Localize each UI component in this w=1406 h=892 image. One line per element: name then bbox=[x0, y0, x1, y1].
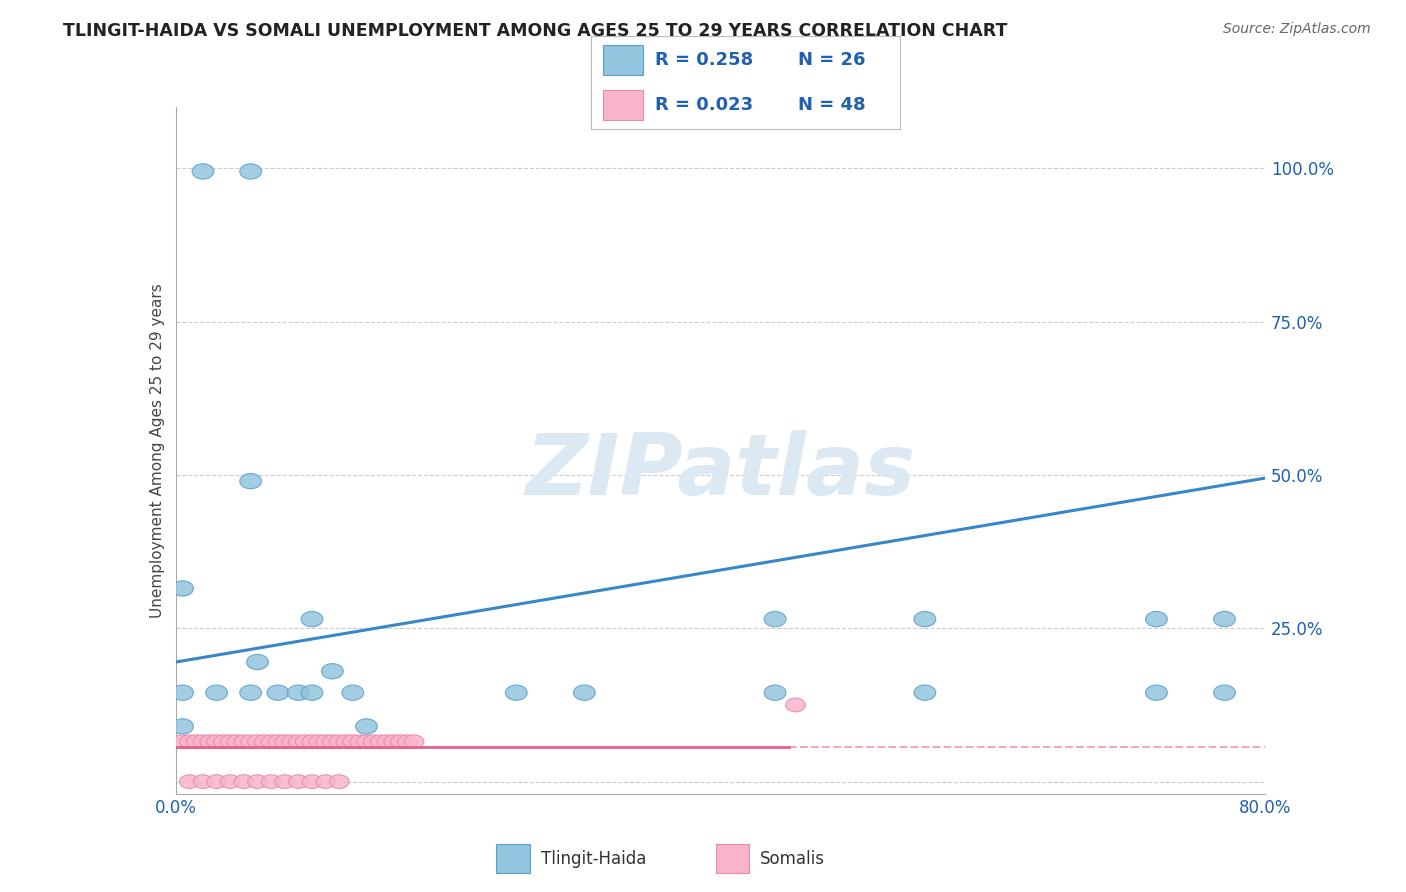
Ellipse shape bbox=[200, 735, 219, 748]
Ellipse shape bbox=[302, 775, 322, 789]
FancyBboxPatch shape bbox=[603, 45, 643, 75]
Ellipse shape bbox=[267, 685, 288, 700]
Ellipse shape bbox=[574, 685, 595, 700]
Ellipse shape bbox=[172, 581, 194, 596]
Ellipse shape bbox=[221, 775, 240, 789]
Ellipse shape bbox=[1213, 685, 1236, 700]
Ellipse shape bbox=[370, 735, 389, 748]
Ellipse shape bbox=[765, 611, 786, 627]
Ellipse shape bbox=[228, 735, 247, 748]
Ellipse shape bbox=[240, 474, 262, 489]
Ellipse shape bbox=[262, 735, 281, 748]
Ellipse shape bbox=[316, 775, 336, 789]
FancyBboxPatch shape bbox=[603, 90, 643, 120]
Ellipse shape bbox=[247, 735, 267, 748]
Ellipse shape bbox=[398, 735, 418, 748]
Text: R = 0.023: R = 0.023 bbox=[655, 95, 754, 113]
Ellipse shape bbox=[240, 164, 262, 179]
Ellipse shape bbox=[914, 611, 936, 627]
Ellipse shape bbox=[221, 735, 240, 748]
Ellipse shape bbox=[505, 685, 527, 700]
Ellipse shape bbox=[287, 685, 309, 700]
Ellipse shape bbox=[301, 685, 323, 700]
FancyBboxPatch shape bbox=[716, 844, 749, 873]
Ellipse shape bbox=[288, 735, 308, 748]
Ellipse shape bbox=[205, 685, 228, 700]
Ellipse shape bbox=[173, 735, 193, 748]
Ellipse shape bbox=[180, 735, 200, 748]
Ellipse shape bbox=[1146, 685, 1167, 700]
Text: Tlingit-Haida: Tlingit-Haida bbox=[540, 849, 645, 868]
Ellipse shape bbox=[322, 735, 342, 748]
Ellipse shape bbox=[765, 685, 786, 700]
Ellipse shape bbox=[193, 164, 214, 179]
Ellipse shape bbox=[301, 611, 323, 627]
Ellipse shape bbox=[377, 735, 396, 748]
Ellipse shape bbox=[1146, 611, 1167, 627]
Ellipse shape bbox=[350, 735, 370, 748]
Ellipse shape bbox=[214, 735, 233, 748]
Ellipse shape bbox=[207, 735, 226, 748]
Text: N = 48: N = 48 bbox=[797, 95, 865, 113]
Ellipse shape bbox=[391, 735, 411, 748]
Ellipse shape bbox=[233, 735, 253, 748]
Ellipse shape bbox=[384, 735, 404, 748]
Ellipse shape bbox=[1213, 611, 1236, 627]
Text: ZIPatlas: ZIPatlas bbox=[526, 430, 915, 513]
Ellipse shape bbox=[193, 775, 212, 789]
Ellipse shape bbox=[276, 735, 294, 748]
Ellipse shape bbox=[254, 735, 274, 748]
Text: Somalis: Somalis bbox=[759, 849, 825, 868]
Ellipse shape bbox=[180, 775, 200, 789]
Ellipse shape bbox=[246, 655, 269, 670]
Ellipse shape bbox=[329, 775, 349, 789]
Ellipse shape bbox=[288, 775, 308, 789]
Ellipse shape bbox=[262, 775, 281, 789]
Ellipse shape bbox=[281, 735, 301, 748]
Ellipse shape bbox=[269, 735, 288, 748]
FancyBboxPatch shape bbox=[496, 844, 530, 873]
Text: Source: ZipAtlas.com: Source: ZipAtlas.com bbox=[1223, 22, 1371, 37]
Ellipse shape bbox=[322, 664, 343, 679]
Ellipse shape bbox=[240, 685, 262, 700]
Ellipse shape bbox=[233, 775, 253, 789]
Ellipse shape bbox=[187, 735, 207, 748]
Ellipse shape bbox=[207, 775, 226, 789]
Ellipse shape bbox=[336, 735, 356, 748]
Ellipse shape bbox=[914, 685, 936, 700]
Ellipse shape bbox=[240, 735, 260, 748]
Ellipse shape bbox=[193, 735, 212, 748]
Y-axis label: Unemployment Among Ages 25 to 29 years: Unemployment Among Ages 25 to 29 years bbox=[149, 283, 165, 618]
Text: N = 26: N = 26 bbox=[797, 51, 865, 69]
Ellipse shape bbox=[316, 735, 336, 748]
Ellipse shape bbox=[309, 735, 329, 748]
Ellipse shape bbox=[343, 735, 363, 748]
Ellipse shape bbox=[295, 735, 315, 748]
Ellipse shape bbox=[329, 735, 349, 748]
Ellipse shape bbox=[172, 719, 194, 734]
Ellipse shape bbox=[247, 775, 267, 789]
Ellipse shape bbox=[276, 775, 294, 789]
Ellipse shape bbox=[786, 698, 806, 712]
Ellipse shape bbox=[405, 735, 425, 748]
Ellipse shape bbox=[357, 735, 377, 748]
Text: TLINGIT-HAIDA VS SOMALI UNEMPLOYMENT AMONG AGES 25 TO 29 YEARS CORRELATION CHART: TLINGIT-HAIDA VS SOMALI UNEMPLOYMENT AMO… bbox=[63, 22, 1008, 40]
Ellipse shape bbox=[342, 685, 364, 700]
Ellipse shape bbox=[356, 719, 377, 734]
Ellipse shape bbox=[302, 735, 322, 748]
Text: R = 0.258: R = 0.258 bbox=[655, 51, 754, 69]
Ellipse shape bbox=[172, 685, 194, 700]
Ellipse shape bbox=[363, 735, 382, 748]
